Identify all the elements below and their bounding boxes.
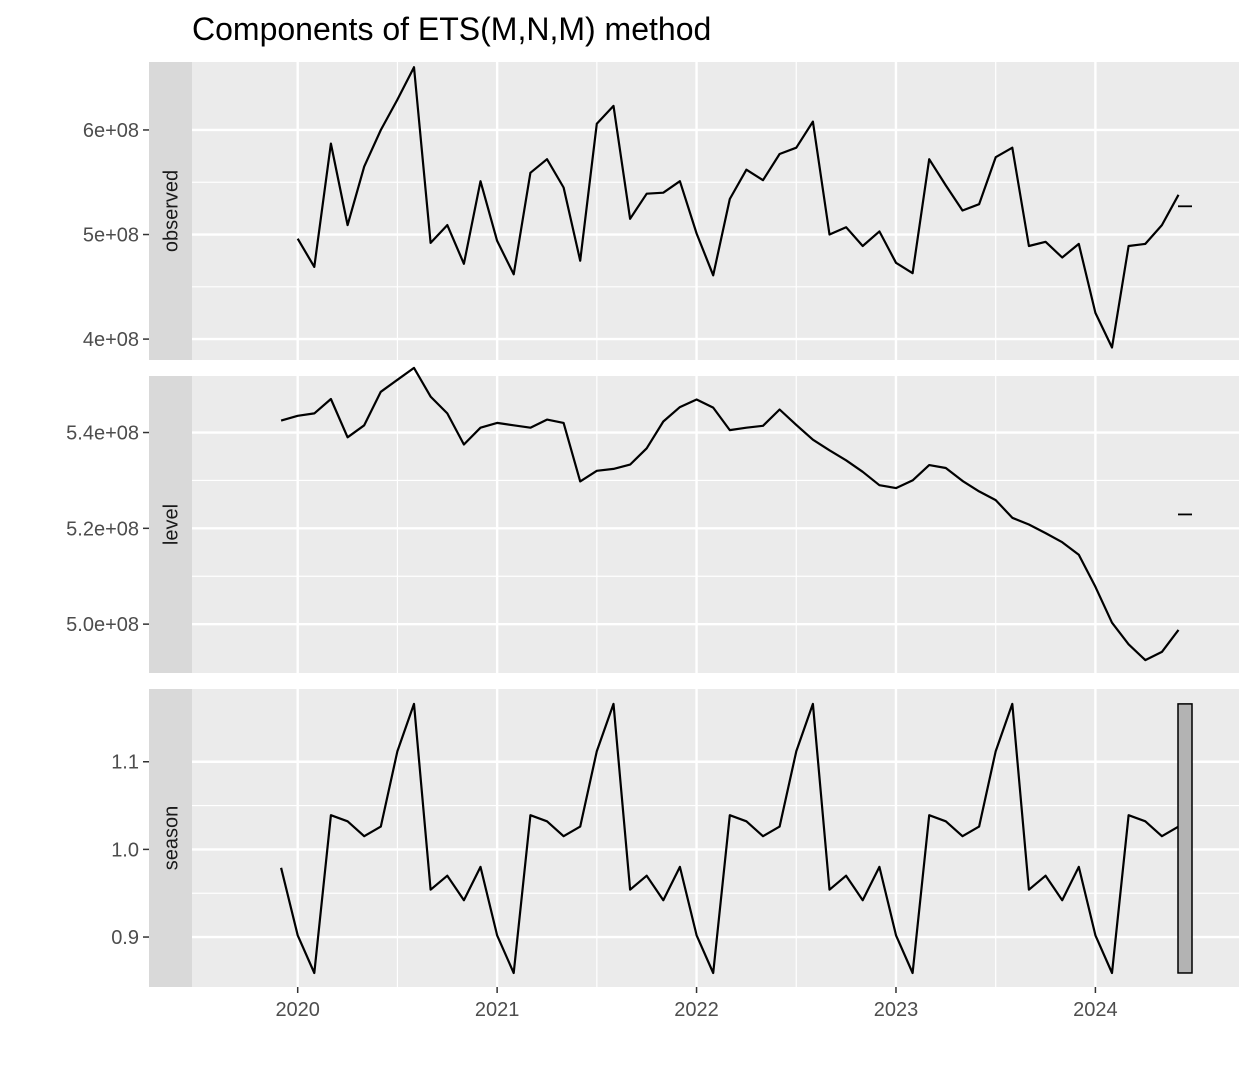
y-tick-label: 5.2e+08	[66, 518, 139, 540]
facet-strip	[149, 689, 192, 987]
y-tick-label: 5.0e+08	[66, 614, 139, 636]
facet-label-season: season	[161, 806, 183, 871]
x-tick-label: 2020	[275, 999, 320, 1021]
y-tick-label: 5e+08	[83, 225, 139, 247]
facet-strip	[149, 376, 192, 673]
y-tick-label: 6e+08	[83, 120, 139, 142]
x-axis: 2020 2021 2022 2023 2024	[275, 987, 1118, 1021]
series-line-season	[280, 702, 1180, 975]
series-line-observed	[296, 66, 1180, 349]
scale-bar-season	[1177, 703, 1193, 974]
facet-level: level 5.0e+08 5.2e+08 5.4e+08	[66, 366, 1239, 673]
facet-season: season 0.9 1.0 1.1	[111, 689, 1239, 987]
y-tick-label: 4e+08	[83, 329, 139, 351]
x-tick-label: 2024	[1073, 999, 1118, 1021]
y-tick-label: 1.1	[111, 752, 139, 774]
panel-background	[192, 62, 1239, 360]
facet-label-level: level	[161, 504, 183, 545]
facet-observed: observed 4e+08 5e+08 6e+08	[83, 62, 1239, 360]
y-tick-label: 0.9	[111, 927, 139, 949]
chart-title: Components of ETS(M,N,M) method	[192, 11, 711, 47]
x-tick-label: 2022	[674, 999, 719, 1021]
x-tick-label: 2021	[475, 999, 520, 1021]
x-tick-label: 2023	[874, 999, 919, 1021]
facet-panels: observed 4e+08 5e+08 6e+08 level 5.0e+08 5.2e+…	[66, 62, 1239, 987]
y-tick-label: 5.4e+08	[66, 423, 139, 445]
facet-label-observed: observed	[161, 170, 183, 252]
y-tick-label: 1.0	[111, 839, 139, 861]
panel-background	[192, 376, 1239, 673]
facet-strip	[149, 62, 192, 360]
series-line-level	[280, 366, 1180, 662]
